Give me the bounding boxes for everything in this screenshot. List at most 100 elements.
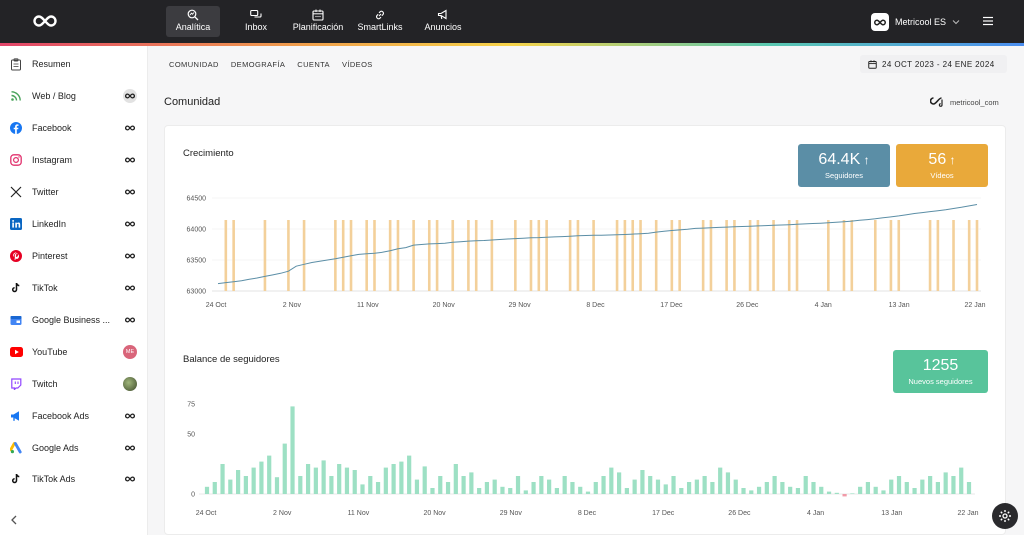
balance-bar [951,476,956,494]
sidebar-item-facebook[interactable]: Facebook [0,116,148,140]
balance-bar [531,482,536,494]
balance-bar [360,484,365,494]
hamburger-menu-icon[interactable] [982,15,994,27]
video-bar [795,220,799,291]
sidebar-item-label: Facebook Ads [32,411,90,421]
community-card: Crecimiento 64.4K ↑ Seguidores 56 ↑ Víde… [164,125,1006,535]
tab-videos[interactable]: VÍDEOS [341,60,373,69]
balance-bar [329,476,334,494]
x-tick-label: 13 Jan [881,510,902,517]
y-tick-label: 64500 [187,196,207,203]
tab-comunidad[interactable]: COMUNIDAD [169,60,219,69]
balance-bar [819,486,824,494]
nav-tab-smartlinks[interactable]: SmartLinks [353,6,407,37]
balance-bar [718,467,723,494]
balance-bar [593,482,598,494]
nav-tab-analitica[interactable]: Analítica [166,6,220,37]
nav-tab-anuncios[interactable]: Anuncios [416,6,470,37]
google-ads-icon [9,441,23,455]
sidebar-item-label: Resumen [32,59,71,69]
nav-tab-planificacion[interactable]: Planificación [291,6,345,37]
sidebar-item-twitch[interactable]: Twitch [0,372,148,396]
sidebar-item-pinterest[interactable]: Pinterest [0,244,148,268]
balance-bar [617,472,622,494]
megaphone-icon [437,9,447,20]
balance-bar [399,461,404,494]
collapse-sidebar-chevron-icon[interactable] [8,514,20,526]
sidebar-item-youtube[interactable]: YouTube ME [0,340,148,364]
balance-bar [865,482,871,494]
balance-bar [562,476,567,494]
arrow-up-icon: ↑ [860,153,870,167]
balance-bar [826,491,832,494]
tab-demografia[interactable]: DEMOGRAFÍA [230,60,286,69]
clipboard-icon [9,57,23,71]
sidebar-item-instagram[interactable]: Instagram [0,148,148,172]
video-bar [373,220,376,291]
x-tick-label: 4 Jan [815,302,832,309]
video-bar [639,220,642,291]
video-bar [474,220,478,291]
facebook-icon [9,121,23,135]
sidebar-item-tiktok[interactable]: TikTok [0,276,148,300]
video-bar [232,220,235,291]
sidebar-item-google-business[interactable]: Google Business ... [0,308,148,332]
balance-bar [228,479,233,494]
video-bar [952,220,955,291]
metricool-logo-icon[interactable] [33,14,57,28]
video-bar [678,220,681,291]
balance-bar [632,479,637,494]
nav-tab-label: Analítica [175,22,211,32]
sidebar-item-label: Google Business ... [32,315,111,325]
x-tick-label: 8 Dec [578,510,597,517]
settings-button[interactable] [992,503,1018,529]
sidebar-item-web-blog[interactable]: Web / Blog [0,84,148,108]
video-bar [396,220,400,291]
sidebar-item-label: Instagram [32,155,73,165]
balance-bar [959,467,964,494]
followers-line [217,204,978,285]
kpi-followers: 64.4K ↑ Seguidores [798,144,890,187]
account-logo-icon [871,13,889,31]
chat-bubbles-icon [250,9,262,18]
nav-tab-inbox[interactable]: Inbox [229,6,283,37]
y-tick-label: 75 [187,402,195,409]
sidebar-item-linkedin[interactable]: LinkedIn [0,212,148,236]
x-tick-label: 2 Nov [283,302,302,309]
balance-bar [873,486,878,494]
connected-status-icon [123,217,137,231]
video-bar [412,220,415,291]
balance-bar [920,479,925,494]
x-tick-label: 29 Nov [500,510,523,517]
sidebar-item-resumen[interactable]: Resumen [0,52,148,76]
balance-bar [461,476,466,494]
sidebar-item-google-ads[interactable]: Google Ads [0,436,148,460]
video-bar [365,220,368,291]
video-bar [467,220,470,291]
balance-bar [422,466,427,494]
x-tick-label: 8 Dec [586,302,605,309]
sidebar-item-label: YouTube [32,347,68,357]
account-switcher[interactable]: Metricool ES [871,12,960,32]
rss-icon [9,89,23,103]
date-range-picker[interactable]: 24 OCT 2023 - 24 ENE 2024 [860,55,1007,73]
sidebar-item-facebook-ads[interactable]: Facebook Ads [0,404,148,428]
nav-tab-label: Planificación [292,22,344,32]
balance-bar [337,464,342,494]
y-tick-label: 50 [187,432,195,439]
balance-bar [858,486,863,494]
balance-bar [935,482,940,494]
kpi-followers-value: 64.4K [818,151,861,168]
balance-bar [515,476,521,494]
balance-bar [834,492,839,494]
balance-bar [500,486,505,494]
balance-bar [290,406,295,494]
sidebar-item-twitter[interactable]: Twitter [0,180,148,204]
metricool-tiktok-icon [930,97,943,107]
tab-cuenta[interactable]: CUENTA [297,60,330,69]
video-bar [897,220,901,291]
balance-bar [243,476,248,494]
x-tick-label: 17 Dec [652,510,675,517]
sidebar-item-tiktok-ads[interactable]: TikTok Ads [0,467,148,491]
balance-bar [772,476,777,494]
